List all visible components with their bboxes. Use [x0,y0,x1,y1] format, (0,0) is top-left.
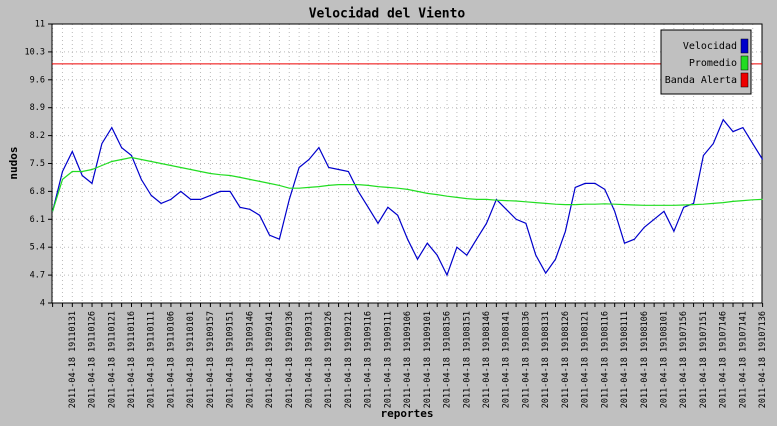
x-tick-label: 2011-04-18 19110126 [88,311,98,408]
x-tick-label: 2011-04-18 19108136 [521,311,531,408]
x-tick-label: 2011-04-18 19108131 [541,311,551,408]
x-tick-label: 2011-04-18 19110111 [147,311,157,408]
y-tick-label: 4.7 [30,271,45,281]
y-tick-label: 6.8 [30,187,45,197]
y-tick-label: 6.1 [30,215,45,225]
x-tick-label: 2011-04-18 19108106 [640,311,650,408]
y-tick-label: 8.9 [30,103,45,113]
plot-area [52,24,762,303]
legend-swatch [740,72,749,88]
y-tick-label: 9.6 [30,75,45,85]
legend-swatch [740,55,749,71]
legend-box [660,29,752,95]
legend-label: Banda Alerta [665,75,737,86]
legend-label: Velocidad [683,41,737,52]
x-tick-label: 2011-04-18 19107146 [719,311,729,408]
x-tick-label: 2011-04-18 19109101 [423,311,433,408]
y-axis-title: nudos [7,146,20,179]
legend-label: Promedio [689,58,737,69]
y-tick-label: 10.3 [25,47,45,57]
x-tick-label: 2011-04-18 19108151 [462,311,472,408]
x-tick-label: 2011-04-18 19108146 [482,311,492,408]
x-tick-label: 2011-04-18 19110121 [107,311,117,408]
y-tick-label: 5.4 [30,243,45,253]
x-tick-label: 2011-04-18 19109106 [403,311,413,408]
y-tick-label: 4 [40,299,45,309]
x-tick-label: 2011-04-18 19109141 [265,311,275,408]
x-tick-label: 2011-04-18 19107151 [699,311,709,408]
x-tick-label: 2011-04-18 19109111 [383,311,393,408]
x-tick-label: 2011-04-18 19109121 [344,311,354,408]
x-tick-label: 2011-04-18 19108116 [600,311,610,408]
x-tick-label: 2011-04-18 19110116 [127,311,137,408]
x-tick-label: 2011-04-18 19107141 [738,311,748,408]
x-tick-label: 2011-04-18 19109151 [226,311,236,408]
x-tick-label: 2011-04-18 19108126 [561,311,571,408]
x-tick-label: 2011-04-18 19109126 [324,311,334,408]
y-tick-label: 8.2 [30,131,45,141]
x-tick-label: 2011-04-18 19109131 [304,311,314,408]
y-tick-label: 11 [35,20,45,30]
x-tick-label: 2011-04-18 19109146 [245,311,255,408]
x-tick-label: 2011-04-18 19108111 [620,311,630,408]
chart-title: Velocidad del Viento [309,7,466,22]
x-tick-label: 2011-04-18 19109136 [285,311,295,408]
y-tick-label: 7.5 [30,159,45,169]
x-tick-label: 2011-04-18 19108141 [502,311,512,408]
x-tick-label: 2011-04-18 19107156 [679,311,689,408]
plot-border [51,23,763,304]
series-line [52,156,763,212]
x-tick-label: 2011-04-18 19108101 [659,311,669,408]
series-line [52,118,764,277]
x-tick-label: 2011-04-18 19107136 [758,311,768,408]
x-axis-title: reportes [381,407,434,420]
x-tick-label: 2011-04-18 19109116 [364,311,374,408]
x-tick-label: 2011-04-18 19108121 [581,311,591,408]
x-tick-label: 2011-04-18 19108156 [443,311,453,408]
x-tick-label: 2011-04-18 19109157 [206,311,216,408]
x-tick-label: 2011-04-18 19110101 [186,311,196,408]
x-tick-label: 2011-04-18 19110131 [68,311,78,408]
x-tick-label: 2011-04-18 19110106 [166,311,176,408]
legend-swatch [740,38,749,54]
